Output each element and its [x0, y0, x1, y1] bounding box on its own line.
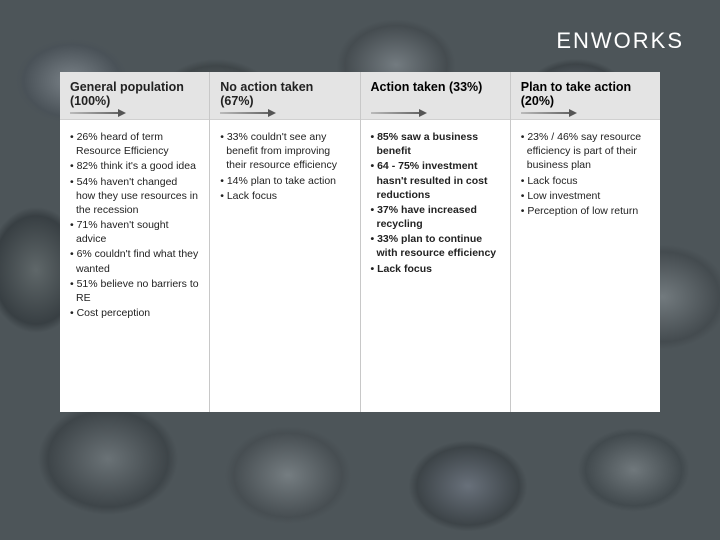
list-item: 82% think it's a good idea	[70, 159, 199, 173]
column-header: General population (100%)	[60, 72, 209, 120]
column-header: No action taken (67%)	[210, 72, 359, 120]
list-item: 33% plan to continue with resource effic…	[371, 232, 500, 260]
column-header-text: No action taken (67%)	[220, 80, 313, 108]
list-item: Low investment	[521, 189, 650, 203]
list-item: 33% couldn't see any benefit from improv…	[220, 130, 349, 173]
column-body: 85% saw a business benefit 64 - 75% inve…	[361, 120, 510, 285]
comparison-table: General population (100%) 26% heard of t…	[60, 72, 660, 412]
list-item: 64 - 75% investment hasn't resulted in c…	[371, 159, 500, 202]
list-item: 23% / 46% say resource efficiency is par…	[521, 130, 650, 173]
column-header: Action taken (33%)	[361, 72, 510, 120]
list-item: Lack focus	[220, 189, 349, 203]
list-item: Lack focus	[371, 262, 500, 276]
list-item: Perception of low return	[521, 204, 650, 218]
column-header-text: General population (100%)	[70, 80, 184, 108]
list-item: 54% haven't changed how they use resourc…	[70, 175, 199, 218]
list-item: 26% heard of term Resource Efficiency	[70, 130, 199, 158]
column-body: 33% couldn't see any benefit from improv…	[210, 120, 359, 212]
column-header-text: Plan to take action (20%)	[521, 80, 631, 108]
table-column-0: General population (100%) 26% heard of t…	[60, 72, 210, 412]
list-item: 85% saw a business benefit	[371, 130, 500, 158]
column-header-text: Action taken (33%)	[371, 80, 483, 94]
arrow-icon	[70, 110, 130, 116]
arrow-icon	[521, 110, 581, 116]
list-item: 37% have increased recycling	[371, 203, 500, 231]
arrow-icon	[220, 110, 280, 116]
column-body: 23% / 46% say resource efficiency is par…	[511, 120, 660, 227]
table-column-2: Action taken (33%) 85% saw a business be…	[361, 72, 511, 412]
list-item: Cost perception	[70, 306, 199, 320]
column-body: 26% heard of term Resource Efficiency 82…	[60, 120, 209, 329]
arrow-icon	[371, 110, 431, 116]
list-item: 51% believe no barriers to RE	[70, 277, 199, 305]
list-item: Lack focus	[521, 174, 650, 188]
column-header: Plan to take action (20%)	[511, 72, 660, 120]
table-column-1: No action taken (67%) 33% couldn't see a…	[210, 72, 360, 412]
list-item: 71% haven't sought advice	[70, 218, 199, 246]
table-column-3: Plan to take action (20%) 23% / 46% say …	[511, 72, 660, 412]
brand-logo: ENWORKS	[556, 28, 684, 54]
list-item: 6% couldn't find what they wanted	[70, 247, 199, 275]
list-item: 14% plan to take action	[220, 174, 349, 188]
